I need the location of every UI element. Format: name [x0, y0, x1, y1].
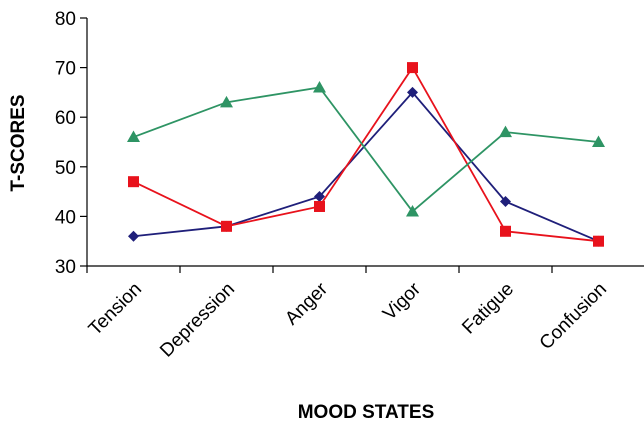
- y-axis-title: T-SCORES: [8, 94, 29, 191]
- data-point-square: [500, 225, 511, 237]
- x-tick-label: Anger: [281, 278, 332, 329]
- series-line: [133, 86, 599, 213]
- data-point-square: [314, 200, 325, 212]
- y-tick-label: 40: [55, 207, 76, 228]
- data-point-triangle: [406, 204, 419, 217]
- y-ticks: 30 40 50 60 70 80: [55, 9, 87, 278]
- y-tick-label: 80: [55, 9, 76, 30]
- series-3: [127, 80, 605, 217]
- data-point-triangle: [313, 80, 326, 93]
- data-point-square: [128, 176, 139, 188]
- series-2: [128, 62, 604, 247]
- data-point-diamond: [500, 196, 511, 208]
- data-point-diamond: [128, 230, 139, 242]
- y-tick-label: 70: [55, 59, 76, 80]
- y-tick-label: 50: [55, 158, 76, 179]
- axes: 30 40 50 60 70 80 Tension Depression Anger Vigor…: [55, 9, 644, 361]
- data-point-square: [593, 235, 604, 247]
- data-point-triangle: [499, 125, 512, 138]
- data-point-square: [407, 62, 418, 74]
- series-line: [133, 91, 599, 243]
- x-tick-label: Confusion: [536, 279, 611, 354]
- data-point-diamond: [407, 86, 418, 98]
- data-point-square: [221, 220, 232, 232]
- series-layer: [127, 62, 605, 247]
- x-axis-title: MOOD STATES: [298, 402, 435, 423]
- data-point-triangle: [127, 130, 140, 143]
- y-tick-label: 60: [55, 108, 76, 129]
- data-point-diamond: [314, 191, 325, 203]
- series-1: [128, 86, 604, 247]
- x-tick-label: Tension: [85, 279, 146, 340]
- x-ticks: Tension Depression Anger Vigor Fatigue Confus…: [85, 266, 611, 362]
- data-point-triangle: [592, 135, 605, 147]
- x-tick-label: Fatigue: [458, 279, 518, 339]
- data-point-triangle: [220, 95, 233, 108]
- y-tick-label: 30: [55, 257, 76, 278]
- series-line: [133, 65, 599, 243]
- x-tick-label: Vigor: [379, 278, 425, 324]
- x-tick-label: Depression: [156, 279, 239, 362]
